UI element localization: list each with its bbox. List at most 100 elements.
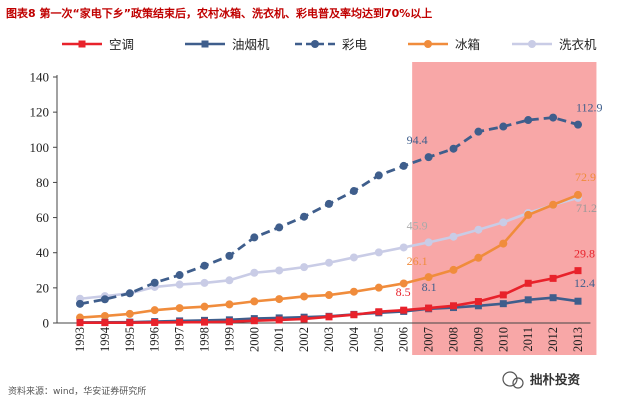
y-tick-label: 60 bbox=[36, 210, 49, 225]
data-point bbox=[374, 171, 383, 180]
legend-swatch-marker bbox=[201, 40, 209, 48]
y-tick-label: 120 bbox=[30, 105, 50, 120]
data-point bbox=[200, 261, 209, 270]
data-point bbox=[549, 200, 558, 209]
data-point bbox=[150, 278, 159, 287]
x-tick-label: 1996 bbox=[148, 327, 162, 352]
data-point bbox=[574, 297, 582, 305]
data-point bbox=[176, 318, 184, 326]
data-point bbox=[275, 295, 284, 304]
y-tick-label: 0 bbox=[43, 316, 50, 331]
legend-item-彩电: 彩电 bbox=[295, 37, 368, 52]
data-point bbox=[126, 319, 134, 327]
data-point bbox=[499, 218, 508, 227]
data-label: 112.9 bbox=[576, 101, 603, 115]
data-label: 71.2 bbox=[576, 201, 597, 215]
data-point bbox=[574, 120, 582, 129]
legend: 空调 油烟机 彩电 冰箱 洗衣机 bbox=[62, 37, 597, 52]
data-point bbox=[175, 304, 184, 313]
data-point bbox=[474, 127, 483, 136]
legend-item-冰箱: 冰箱 bbox=[408, 37, 480, 52]
data-point bbox=[574, 190, 582, 199]
data-point bbox=[349, 187, 358, 196]
series-彩电 bbox=[76, 113, 582, 308]
data-label: 8.1 bbox=[422, 280, 437, 294]
x-tick-label: 2000 bbox=[247, 327, 261, 352]
data-label: 12.4 bbox=[574, 276, 595, 290]
highlight-period-band bbox=[412, 62, 597, 355]
data-point bbox=[449, 144, 458, 153]
x-tick-label: 2011 bbox=[521, 327, 535, 352]
x-tick-label: 2002 bbox=[297, 327, 311, 352]
data-point bbox=[400, 306, 408, 314]
data-point bbox=[450, 302, 457, 310]
data-point bbox=[300, 212, 309, 221]
data-point bbox=[474, 302, 482, 310]
data-point bbox=[325, 199, 333, 208]
x-tick-label: 2003 bbox=[322, 327, 336, 352]
data-point bbox=[399, 161, 408, 170]
legend-item-油烟机: 油烟机 bbox=[185, 37, 270, 52]
wechat-icon bbox=[502, 371, 518, 387]
data-point bbox=[399, 279, 408, 288]
data-label: 29.8 bbox=[574, 247, 595, 261]
data-point bbox=[250, 233, 259, 242]
watermark: 拙朴投资 bbox=[502, 371, 581, 389]
data-point bbox=[424, 273, 433, 282]
x-tick-label: 1993 bbox=[73, 327, 87, 352]
data-point bbox=[125, 309, 134, 318]
data-point bbox=[524, 116, 533, 125]
series-空调 bbox=[76, 267, 582, 327]
x-tick-label: 2005 bbox=[372, 327, 386, 352]
data-point bbox=[424, 153, 433, 162]
data-point bbox=[449, 232, 458, 241]
x-tick-label: 2006 bbox=[397, 327, 411, 352]
data-point bbox=[524, 210, 533, 219]
data-point bbox=[424, 238, 433, 247]
watermark-text: 拙朴投资 bbox=[530, 372, 581, 387]
legend-label: 油烟机 bbox=[232, 37, 270, 52]
data-point bbox=[275, 316, 283, 324]
data-point bbox=[101, 319, 109, 327]
data-label: 94.4 bbox=[407, 133, 428, 147]
data-point bbox=[474, 298, 482, 306]
x-tick-label: 2013 bbox=[571, 327, 585, 352]
data-point bbox=[175, 271, 184, 280]
chart-title: 图表8 第一次“家电下乡”政策结束后，农村冰箱、洗衣机、彩电普及率均达到70%以… bbox=[6, 6, 432, 20]
x-tick-label: 2007 bbox=[422, 327, 436, 352]
data-point bbox=[549, 113, 558, 122]
x-tick-label: 1995 bbox=[123, 327, 137, 352]
data-label: 45.9 bbox=[407, 218, 428, 232]
data-point bbox=[225, 276, 234, 285]
y-tick-label: 140 bbox=[30, 70, 50, 85]
data-point bbox=[151, 318, 159, 326]
data-point bbox=[375, 308, 383, 316]
data-point bbox=[349, 253, 358, 262]
series-洗衣机 bbox=[76, 193, 582, 303]
data-point bbox=[399, 243, 408, 252]
legend-item-洗衣机: 洗衣机 bbox=[512, 37, 597, 52]
x-tick-label: 1999 bbox=[222, 327, 236, 352]
data-point bbox=[499, 239, 508, 248]
legend-swatch-marker bbox=[78, 40, 86, 48]
legend-label: 冰箱 bbox=[455, 37, 480, 52]
data-point bbox=[76, 319, 84, 327]
wechat-icon-small bbox=[512, 377, 524, 389]
data-point bbox=[499, 300, 507, 308]
data-point bbox=[200, 302, 209, 311]
data-label: 72.9 bbox=[575, 170, 596, 184]
data-point bbox=[100, 295, 109, 304]
data-label: 26.1 bbox=[407, 254, 428, 268]
data-point bbox=[474, 225, 483, 234]
data-point bbox=[125, 289, 134, 298]
legend-swatch-marker bbox=[424, 40, 432, 48]
y-tick-label: 20 bbox=[36, 280, 49, 295]
data-point bbox=[150, 306, 159, 315]
data-point bbox=[275, 223, 284, 232]
source-note: 资料来源：wind，华安证券研究所 bbox=[8, 385, 146, 397]
data-point bbox=[225, 318, 233, 326]
data-point bbox=[449, 265, 458, 274]
data-point bbox=[549, 294, 557, 302]
data-point bbox=[499, 122, 508, 131]
